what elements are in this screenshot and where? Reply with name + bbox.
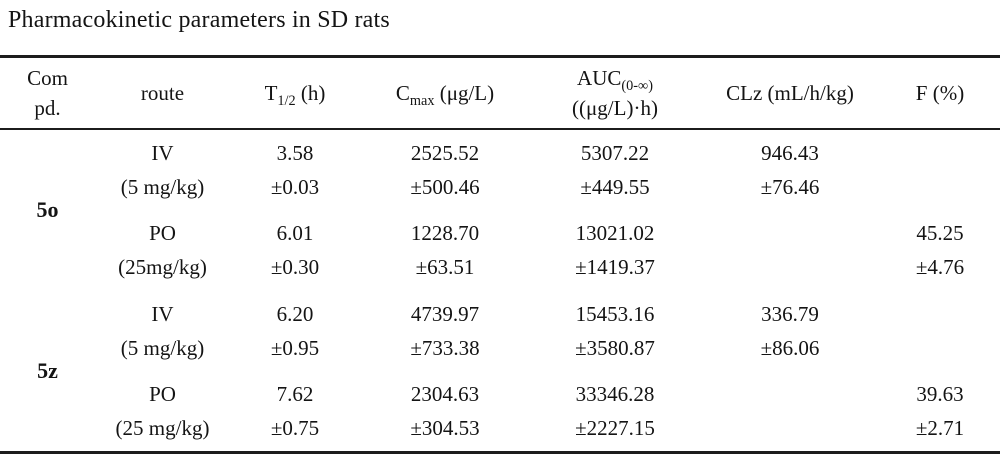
col-header-compound-line1: Com (27, 65, 68, 90)
auc-value: 15453.16 (575, 302, 655, 326)
cmax-value: 4739.97 (410, 302, 480, 326)
dose-value: (25mg/kg) (118, 255, 207, 279)
route-cell: PO (25 mg/kg) (95, 372, 230, 453)
col-header-compound-line2: pd. (34, 95, 61, 120)
col-header-thalf: T1/2 (h) (230, 56, 360, 130)
clz-sd: ±76.46 (760, 174, 820, 199)
auc-sd: ±449.55 (580, 174, 650, 199)
cmax-value: 1228.70 (410, 221, 480, 245)
f-cell-empty (880, 291, 1000, 372)
f-cell: 39.63 ±2.71 (880, 372, 1000, 453)
col-header-f: F (%) (880, 56, 1000, 130)
thalf-sd: ±0.95 (270, 336, 320, 360)
thalf-value: 7.62 (276, 382, 314, 407)
thalf-value: 6.20 (276, 302, 314, 326)
thalf-sd: ±0.30 (270, 255, 320, 279)
col-header-clz: CLz (mL/h/kg) (700, 56, 880, 130)
auc-cell: 13021.02 ±1419.37 (530, 210, 700, 291)
route-value: IV (151, 140, 174, 165)
col-header-route: route (95, 56, 230, 130)
cmax-cell: 2525.52 ±500.46 (360, 129, 530, 210)
cmax-sd: ±63.51 (415, 255, 475, 279)
route-value: PO (149, 221, 176, 245)
table-row-5o-po: PO (25mg/kg) 6.01 ±0.30 1228.70 ±63.51 1… (0, 210, 1000, 291)
col-header-auc-line2: ((μg/L)·h) (572, 95, 658, 120)
table-body: 5o IV (5 mg/kg) 3.58 ±0.03 2525.52 ±500.… (0, 129, 1000, 453)
cmax-sd: ±304.53 (410, 416, 480, 441)
cmax-value: 2304.63 (410, 382, 480, 407)
cmax-cell: 4739.97 ±733.38 (360, 291, 530, 372)
auc-sd: ±2227.15 (575, 416, 655, 441)
dose-value: (5 mg/kg) (120, 174, 205, 199)
clz-value: 336.79 (761, 302, 819, 326)
col-header-auc-line1: AUC(0-∞) (577, 65, 653, 94)
auc-value: 33346.28 (575, 382, 655, 407)
thalf-cell: 7.62 ±0.75 (230, 372, 360, 453)
dose-value: (5 mg/kg) (120, 336, 205, 360)
auc-sd: ±1419.37 (575, 255, 655, 279)
cmax-cell: 1228.70 ±63.51 (360, 210, 530, 291)
route-value: PO (149, 382, 176, 407)
thalf-cell: 6.20 ±0.95 (230, 291, 360, 372)
cmax-sd: ±500.46 (410, 174, 480, 199)
f-sd: ±4.76 (915, 255, 965, 279)
compound-label-5z: 5z (37, 357, 58, 383)
thalf-value: 6.01 (276, 221, 314, 245)
auc-sd: ±3580.87 (575, 336, 655, 360)
header-row: Com pd. route T1/2 (h) Cmax (μg/L) AUC(0… (0, 56, 1000, 130)
f-value: 39.63 (916, 382, 964, 407)
cmax-cell: 2304.63 ±304.53 (360, 372, 530, 453)
clz-cell-empty (700, 210, 880, 291)
auc-value: 5307.22 (580, 140, 650, 165)
table-header: Com pd. route T1/2 (h) Cmax (μg/L) AUC(0… (0, 56, 1000, 130)
clz-sd: ±86.06 (760, 336, 820, 360)
pharmacokinetics-table: Com pd. route T1/2 (h) Cmax (μg/L) AUC(0… (0, 55, 1000, 454)
auc-cell: 33346.28 ±2227.15 (530, 372, 700, 453)
thalf-value: 3.58 (276, 140, 314, 165)
col-header-auc: AUC(0-∞) ((μg/L)·h) (530, 56, 700, 130)
f-cell-empty (880, 129, 1000, 210)
clz-cell-empty (700, 372, 880, 453)
auc-value: 13021.02 (575, 221, 655, 245)
auc-cell: 15453.16 ±3580.87 (530, 291, 700, 372)
dose-value: (25 mg/kg) (115, 416, 210, 441)
thalf-cell: 3.58 ±0.03 (230, 129, 360, 210)
compound-label-5o: 5o (36, 197, 59, 222)
route-cell: IV (5 mg/kg) (95, 129, 230, 210)
f-cell: 45.25 ±4.76 (880, 210, 1000, 291)
f-sd: ±2.71 (915, 416, 965, 441)
table-row-5z-po: PO (25 mg/kg) 7.62 ±0.75 2304.63 ±304.53… (0, 372, 1000, 453)
cmax-value: 2525.52 (410, 140, 480, 165)
table-row-5o-iv: 5o IV (5 mg/kg) 3.58 ±0.03 2525.52 ±500.… (0, 129, 1000, 223)
thalf-sd: ±0.03 (270, 174, 320, 199)
clz-value: 946.43 (761, 140, 819, 165)
table-row-5z-iv: 5z IV (5 mg/kg) 6.20 ±0.95 4739.97 ±733.… (0, 291, 1000, 383)
f-value: 45.25 (916, 221, 964, 245)
auc-cell: 5307.22 ±449.55 (530, 129, 700, 210)
route-cell: IV (5 mg/kg) (95, 291, 230, 372)
table-title: Pharmacokinetic parameters in SD rats (8, 7, 390, 33)
clz-cell: 946.43 ±76.46 (700, 129, 880, 210)
route-cell: PO (25mg/kg) (95, 210, 230, 291)
thalf-sd: ±0.75 (270, 416, 320, 441)
route-value: IV (151, 302, 174, 326)
cmax-sd: ±733.38 (410, 336, 480, 360)
col-header-cmax: Cmax (μg/L) (360, 56, 530, 130)
clz-cell: 336.79 ±86.06 (700, 291, 880, 372)
thalf-cell: 6.01 ±0.30 (230, 210, 360, 291)
col-header-compound: Com pd. (0, 56, 95, 130)
